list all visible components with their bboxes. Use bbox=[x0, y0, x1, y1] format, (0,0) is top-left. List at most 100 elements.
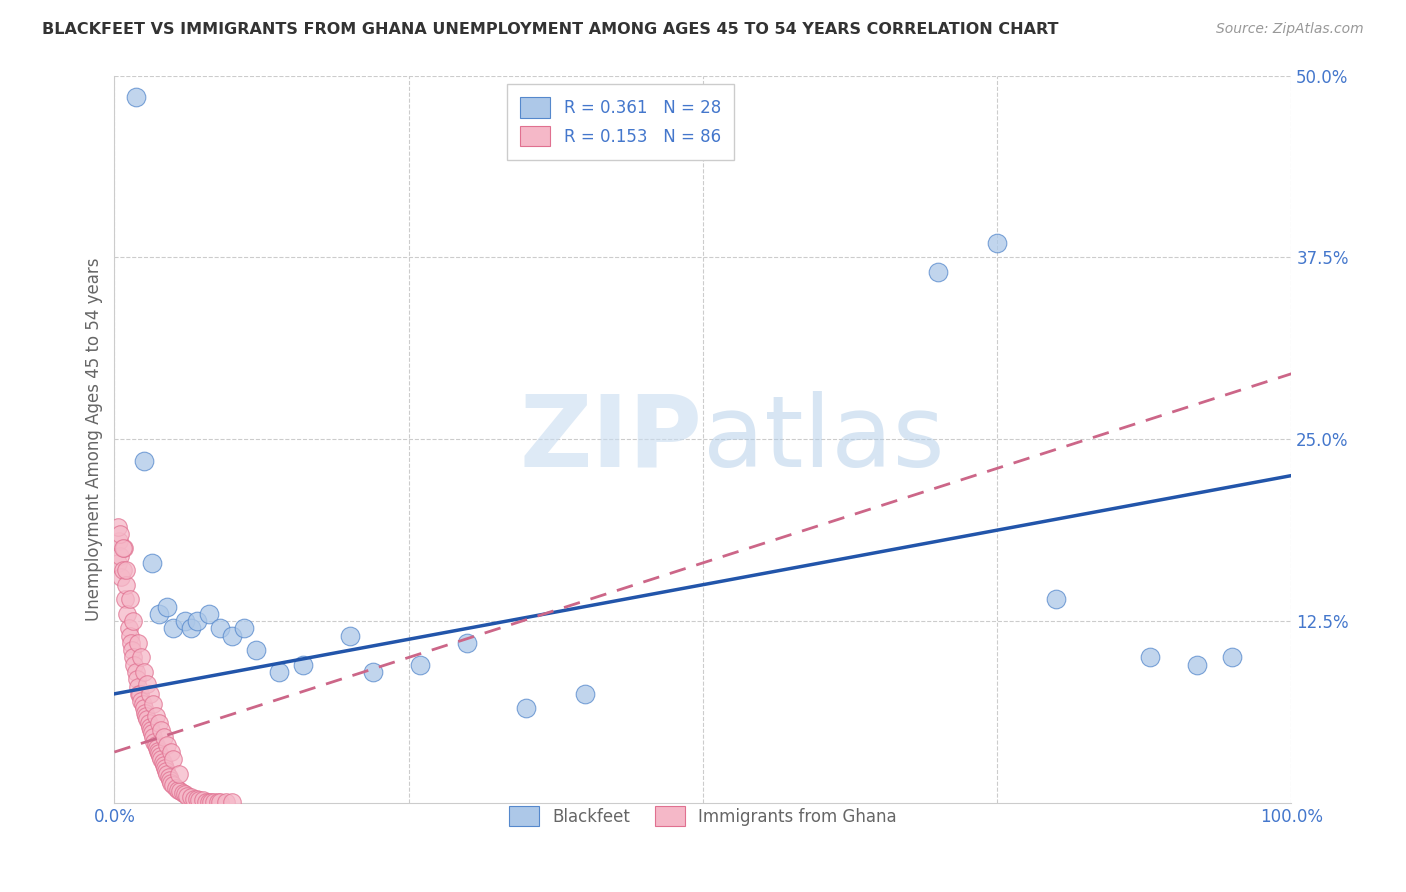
Point bbox=[111, 541, 134, 556]
Point bbox=[200, 795, 222, 809]
Point bbox=[156, 767, 179, 781]
Point bbox=[128, 687, 150, 701]
Point bbox=[114, 592, 136, 607]
Point bbox=[138, 720, 160, 734]
Point bbox=[125, 673, 148, 687]
Point bbox=[191, 793, 214, 807]
Point bbox=[186, 791, 208, 805]
Point bbox=[515, 701, 537, 715]
Point bbox=[204, 795, 226, 809]
Y-axis label: Unemployment Among Ages 45 to 54 years: Unemployment Among Ages 45 to 54 years bbox=[86, 258, 103, 621]
Point bbox=[409, 657, 432, 672]
Point bbox=[134, 706, 156, 720]
Point bbox=[145, 708, 167, 723]
Point bbox=[167, 767, 190, 781]
Point bbox=[131, 694, 153, 708]
Point bbox=[456, 636, 478, 650]
Point bbox=[156, 738, 179, 752]
Point bbox=[339, 629, 361, 643]
Point bbox=[195, 795, 218, 809]
Point bbox=[110, 549, 132, 563]
Point bbox=[169, 784, 191, 798]
Point bbox=[111, 563, 134, 577]
Point bbox=[1222, 650, 1244, 665]
Point bbox=[141, 726, 163, 740]
Point bbox=[167, 782, 190, 797]
Point bbox=[136, 712, 159, 726]
Point bbox=[118, 629, 141, 643]
Point bbox=[138, 687, 160, 701]
Point bbox=[115, 578, 138, 592]
Point bbox=[152, 756, 174, 770]
Point bbox=[132, 665, 155, 679]
Point bbox=[188, 793, 211, 807]
Point bbox=[176, 789, 198, 803]
Point bbox=[183, 791, 205, 805]
Point bbox=[148, 747, 170, 761]
Point bbox=[180, 790, 202, 805]
Point bbox=[245, 643, 267, 657]
Point bbox=[174, 787, 197, 801]
Point bbox=[1045, 592, 1067, 607]
Point bbox=[142, 697, 165, 711]
Point bbox=[153, 731, 176, 745]
Point bbox=[221, 795, 243, 809]
Point bbox=[197, 795, 219, 809]
Point bbox=[148, 607, 170, 621]
Point bbox=[232, 621, 254, 635]
Point bbox=[215, 795, 238, 809]
Point bbox=[124, 665, 146, 679]
Point bbox=[124, 90, 146, 104]
Point bbox=[156, 599, 179, 614]
Point bbox=[160, 745, 183, 759]
Point bbox=[124, 657, 146, 672]
Point bbox=[115, 563, 138, 577]
Point bbox=[162, 621, 184, 635]
Point bbox=[127, 636, 149, 650]
Point bbox=[110, 526, 132, 541]
Point bbox=[148, 715, 170, 730]
Point bbox=[120, 636, 142, 650]
Text: ZIP: ZIP bbox=[520, 391, 703, 488]
Point bbox=[135, 708, 157, 723]
Point bbox=[142, 731, 165, 745]
Point bbox=[155, 764, 177, 778]
Point bbox=[117, 607, 139, 621]
Text: Source: ZipAtlas.com: Source: ZipAtlas.com bbox=[1216, 22, 1364, 37]
Point bbox=[110, 570, 132, 584]
Point bbox=[986, 235, 1008, 250]
Point bbox=[108, 534, 131, 549]
Text: BLACKFEET VS IMMIGRANTS FROM GHANA UNEMPLOYMENT AMONG AGES 45 TO 54 YEARS CORREL: BLACKFEET VS IMMIGRANTS FROM GHANA UNEMP… bbox=[42, 22, 1059, 37]
Point bbox=[209, 795, 232, 809]
Point bbox=[139, 723, 162, 738]
Point bbox=[138, 715, 160, 730]
Point bbox=[162, 752, 184, 766]
Point bbox=[209, 621, 232, 635]
Point bbox=[221, 629, 243, 643]
Point bbox=[143, 735, 166, 749]
Point bbox=[291, 657, 314, 672]
Point bbox=[112, 541, 135, 556]
Point bbox=[127, 680, 149, 694]
Point bbox=[927, 265, 949, 279]
Point bbox=[117, 621, 139, 635]
Point bbox=[207, 795, 229, 809]
Point bbox=[150, 723, 173, 738]
Point bbox=[363, 665, 385, 679]
Point bbox=[145, 738, 167, 752]
Point bbox=[162, 779, 184, 793]
Point bbox=[174, 614, 197, 628]
Point bbox=[131, 650, 153, 665]
Point bbox=[107, 556, 129, 570]
Point bbox=[129, 687, 152, 701]
Point bbox=[165, 781, 187, 796]
Point bbox=[186, 614, 208, 628]
Point bbox=[122, 650, 145, 665]
Text: atlas: atlas bbox=[703, 391, 945, 488]
Point bbox=[136, 676, 159, 690]
Point bbox=[121, 643, 143, 657]
Point bbox=[160, 775, 183, 789]
Legend: Blackfeet, Immigrants from Ghana: Blackfeet, Immigrants from Ghana bbox=[501, 797, 905, 835]
Point bbox=[149, 749, 172, 764]
Point bbox=[122, 614, 145, 628]
